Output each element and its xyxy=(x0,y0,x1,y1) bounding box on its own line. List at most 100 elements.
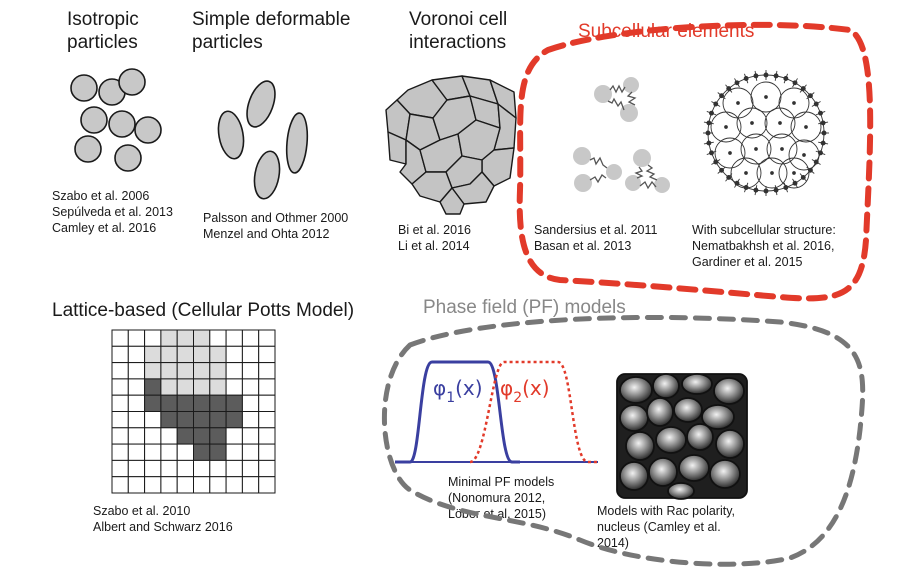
lattice-site xyxy=(258,345,276,364)
subcellular-element xyxy=(790,111,822,143)
element-center xyxy=(754,147,758,151)
phi2-label: φ2(x) xyxy=(500,376,550,406)
lattice-grid xyxy=(111,329,276,494)
lattice-site xyxy=(144,427,162,445)
lattice-site xyxy=(258,427,276,445)
lattice-site xyxy=(127,459,146,478)
lattice-site xyxy=(127,443,146,461)
boundary-tick xyxy=(811,101,821,107)
lattice-site xyxy=(193,427,211,445)
lattice-site xyxy=(127,476,146,494)
lattice-site xyxy=(111,411,129,429)
lattice-site xyxy=(176,345,194,364)
lattice-site xyxy=(111,329,129,347)
lattice-site xyxy=(209,345,227,364)
element-center xyxy=(792,101,796,105)
lattice-site xyxy=(241,443,260,461)
lattice-site xyxy=(241,362,260,380)
lattice-site xyxy=(176,329,194,347)
boundary-tick xyxy=(774,70,778,81)
lattice-site xyxy=(225,378,243,396)
isotropic-particles xyxy=(70,68,162,172)
lattice-site xyxy=(176,411,194,429)
voronoi-refs: Bi et al. 2016 Li et al. 2014 xyxy=(398,223,471,253)
lattice-site xyxy=(144,345,162,364)
lattice-site xyxy=(144,378,162,396)
lattice-site xyxy=(209,329,227,347)
element-center xyxy=(750,121,754,125)
lattice-site xyxy=(209,378,227,396)
lattice-site xyxy=(127,394,146,413)
structured-cell xyxy=(703,70,829,196)
phi1-label: φ1(x) xyxy=(433,376,483,406)
phi2-arg: (x) xyxy=(522,376,549,400)
lattice-site xyxy=(193,443,211,461)
subcellular-element xyxy=(730,157,762,189)
lattice-site xyxy=(127,362,146,380)
boundary-tick xyxy=(711,101,721,107)
lattice-site xyxy=(225,427,243,445)
lattice-site xyxy=(225,394,243,413)
lattice-site xyxy=(144,443,162,461)
boundary-tick xyxy=(754,70,758,81)
lattice-site xyxy=(160,378,178,396)
lattice-site xyxy=(176,476,194,494)
lattice-site xyxy=(241,411,260,429)
lattice-site xyxy=(241,329,260,347)
phi1-arg: (x) xyxy=(455,376,482,400)
element-center xyxy=(780,147,784,151)
lattice-site xyxy=(258,411,276,429)
boundary-tick xyxy=(703,121,714,125)
boundary-tick xyxy=(734,178,740,188)
lattice-site xyxy=(241,394,260,413)
element-center xyxy=(802,153,806,157)
lattice-site xyxy=(176,459,194,478)
lattice-site xyxy=(160,362,178,380)
subcellular-element xyxy=(788,139,820,171)
lattice-site xyxy=(225,345,243,364)
element-center xyxy=(744,171,748,175)
boundary-tick xyxy=(717,166,726,174)
lattice-site xyxy=(144,476,162,494)
lattice-site xyxy=(193,378,211,396)
lattice-site xyxy=(193,476,211,494)
boundary-tick xyxy=(818,141,829,145)
subcellular-refs-right: With subcellular structure: Nematbakhsh … xyxy=(692,223,836,269)
lattice-site xyxy=(111,476,129,494)
lattice-site xyxy=(160,443,178,461)
lattice-site xyxy=(241,459,260,478)
element-center xyxy=(792,171,796,175)
boundary-tick xyxy=(774,185,778,196)
subcellular-element xyxy=(764,107,796,139)
lattice-site xyxy=(225,411,243,429)
lattice-site xyxy=(160,394,178,413)
boundary-tick xyxy=(744,182,749,193)
lattice-site xyxy=(209,476,227,494)
lattice-site xyxy=(258,362,276,380)
lattice-site xyxy=(127,329,146,347)
boundary-tick xyxy=(703,141,714,145)
lattice-site xyxy=(127,378,146,396)
lattice-site xyxy=(193,394,211,413)
subcellular-element xyxy=(740,133,772,165)
lattice-site xyxy=(160,427,178,445)
lattice-site xyxy=(225,459,243,478)
lattice-site xyxy=(209,427,227,445)
lattice-site xyxy=(127,411,146,429)
lattice-site xyxy=(160,411,178,429)
lattice-refs: Szabo et al. 2010 Albert and Schwarz 201… xyxy=(93,504,233,534)
subcellular-boundary xyxy=(516,21,874,302)
lattice-site xyxy=(193,329,211,347)
phi2-sub: 2 xyxy=(513,390,522,406)
lattice-site xyxy=(111,459,129,478)
lattice-site xyxy=(144,362,162,380)
boundary-tick xyxy=(744,73,749,84)
lattice-site xyxy=(209,362,227,380)
lattice-site xyxy=(176,443,194,461)
isotropic-refs: Szabo et al. 2006 Sepúlveda et al. 2013 … xyxy=(52,189,173,235)
lattice-site xyxy=(209,459,227,478)
lattice-site xyxy=(193,362,211,380)
lattice-site xyxy=(144,459,162,478)
deformable-refs: Palsson and Othmer 2000 Menzel and Ohta … xyxy=(203,211,349,241)
phi1-sub: 1 xyxy=(446,390,455,406)
